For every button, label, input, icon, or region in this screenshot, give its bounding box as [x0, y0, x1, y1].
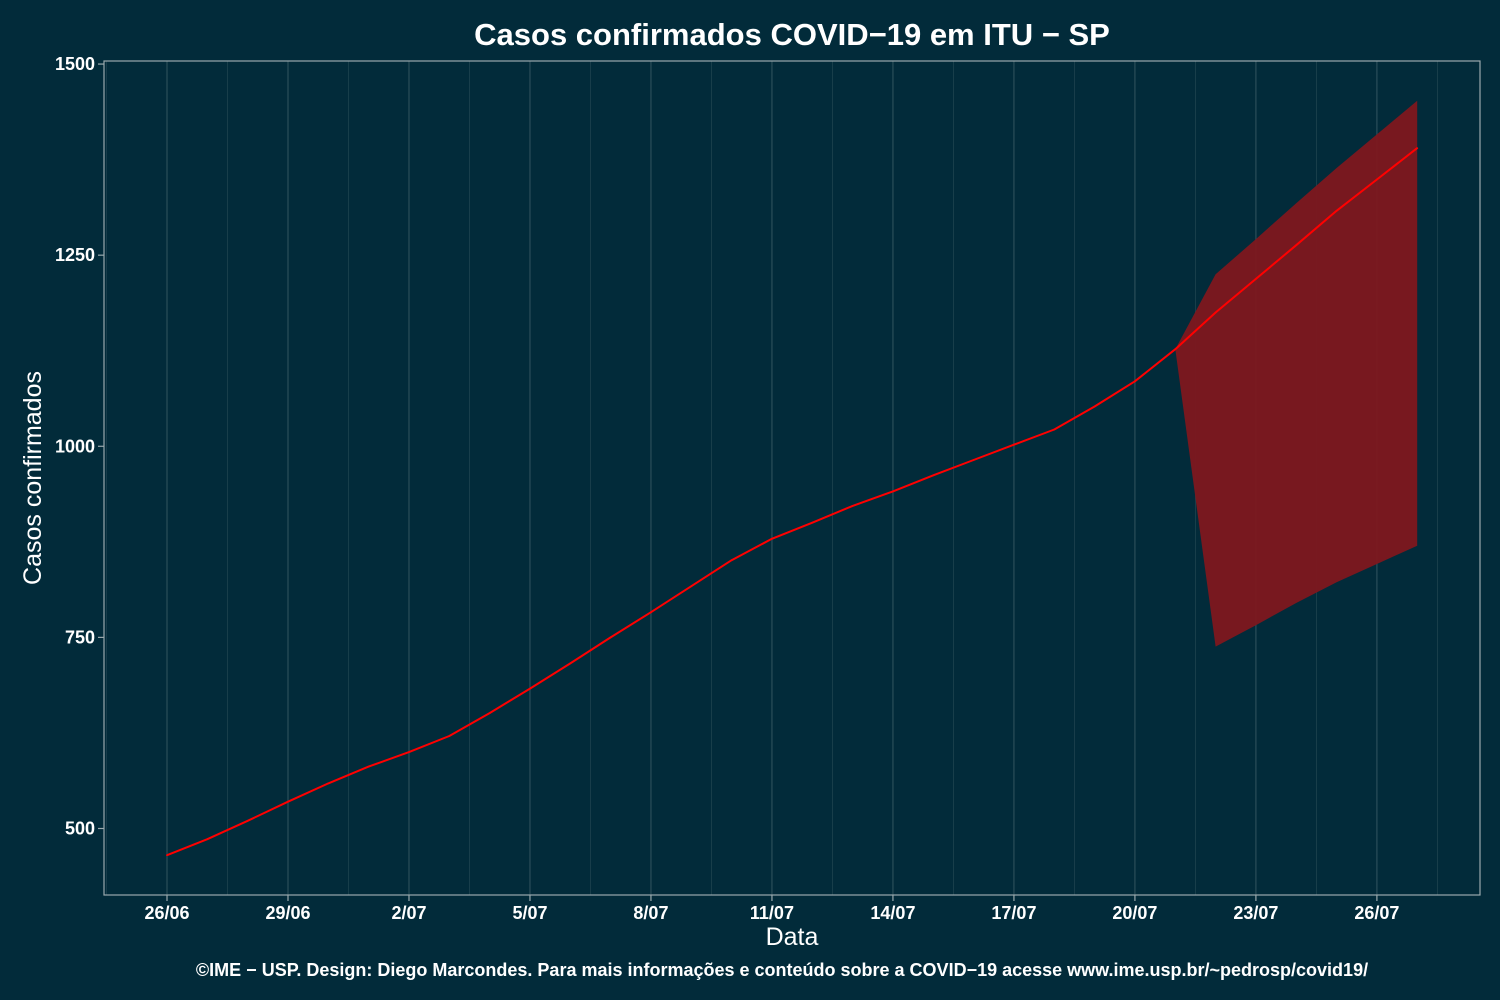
- data-point: [287, 800, 289, 803]
- data-point: [811, 521, 814, 524]
- data-point: [730, 559, 733, 562]
- data-point: [1416, 147, 1419, 150]
- plot-panel-border: [103, 60, 1481, 896]
- data-point: [932, 474, 935, 477]
- data-point: [448, 735, 451, 737]
- data-point: [1134, 380, 1136, 383]
- x-tick-label: 5/07: [512, 903, 547, 923]
- chart-title: Casos confirmados COVID−19 em ITU − SP: [474, 17, 1110, 52]
- y-tick-label: 750: [65, 627, 95, 647]
- data-point: [1093, 405, 1096, 408]
- y-tick-label: 1250: [55, 245, 95, 265]
- data-point: [408, 751, 410, 753]
- data-point: [1174, 348, 1177, 351]
- data-point: [1335, 209, 1338, 212]
- data-point: [972, 459, 975, 461]
- x-tick-label: 26/07: [1354, 903, 1399, 923]
- y-axis-title: Casos confirmados: [19, 371, 47, 585]
- y-tick-label: 1500: [55, 54, 95, 74]
- y-tick-label: 500: [65, 818, 95, 838]
- data-point: [166, 854, 168, 857]
- x-axis: 26/06 29/06 2/07 5/07 8/07 11/07 14/07 17/07 20/…: [144, 895, 1399, 923]
- y-axis: 500 750 1000 1250 1500: [55, 54, 104, 838]
- x-tick-label: 29/06: [265, 903, 310, 923]
- confidence-band: [1175, 100, 1418, 647]
- x-axis-title: Data: [766, 923, 819, 951]
- data-point: [1214, 311, 1217, 314]
- data-point: [1255, 278, 1257, 280]
- data-point: [569, 662, 572, 665]
- data-point: [851, 505, 854, 507]
- data-point: [650, 611, 652, 614]
- chart-caption: ©IME − USP. Design: Diego Marcondes. Par…: [196, 960, 1368, 980]
- y-tick-label: 1000: [55, 436, 95, 456]
- x-tick-label: 23/07: [1233, 903, 1278, 923]
- data-point: [690, 585, 693, 588]
- data-point: [1295, 244, 1298, 247]
- data-point: [367, 765, 370, 768]
- series-line: [166, 147, 1418, 857]
- x-tick-label: 20/07: [1112, 903, 1157, 923]
- data-point: [327, 782, 330, 785]
- data-point: [892, 490, 894, 493]
- x-tick-label: 8/07: [633, 903, 668, 923]
- x-tick-label: 17/07: [991, 903, 1036, 923]
- x-tick-label: 14/07: [870, 903, 915, 923]
- data-point: [609, 636, 612, 639]
- data-point: [246, 819, 249, 822]
- data-point: [771, 537, 773, 540]
- series-line-layer: [166, 147, 1419, 857]
- data-point: [1013, 443, 1015, 446]
- x-tick-label: 2/07: [391, 903, 426, 923]
- data-point: [1053, 428, 1056, 431]
- data-point: [488, 712, 491, 714]
- data-point: [206, 838, 209, 841]
- confidence-band-layer: [1175, 100, 1418, 647]
- data-point: [529, 687, 531, 690]
- x-tick-label: 11/07: [750, 903, 794, 923]
- data-point: [1376, 178, 1378, 181]
- x-tick-label: 26/06: [144, 903, 189, 923]
